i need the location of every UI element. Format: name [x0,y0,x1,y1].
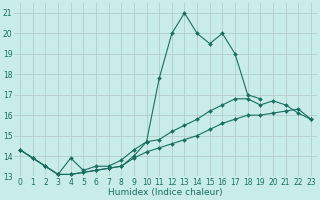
X-axis label: Humidex (Indice chaleur): Humidex (Indice chaleur) [108,188,223,197]
